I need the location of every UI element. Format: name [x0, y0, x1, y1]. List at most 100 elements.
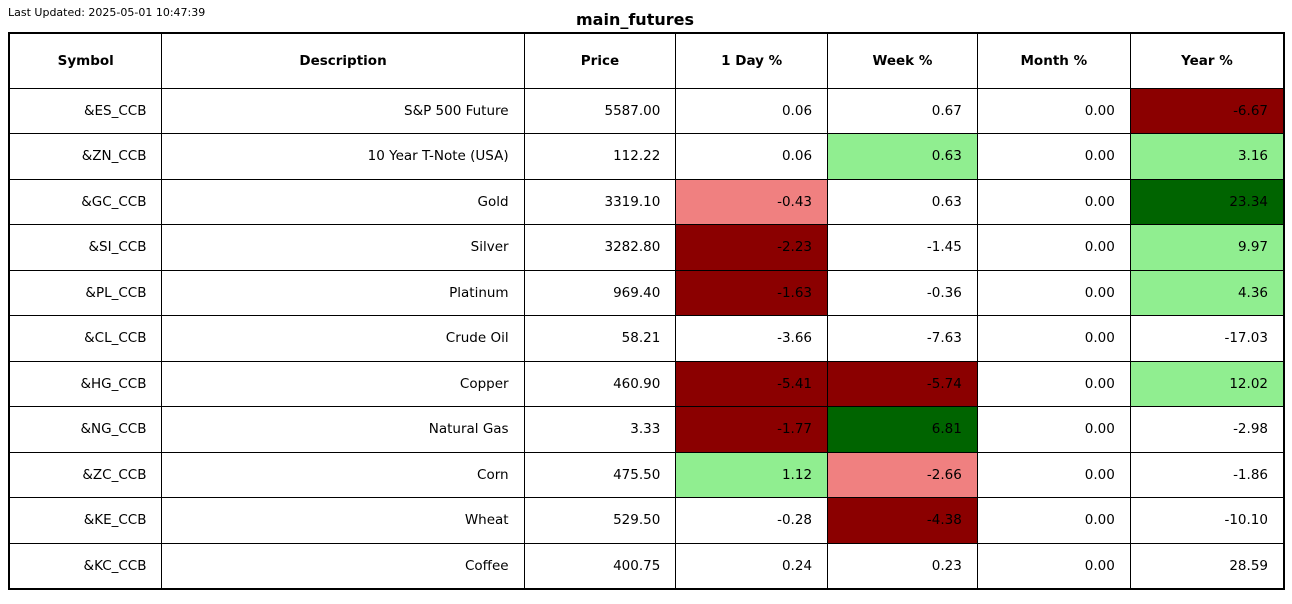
cell-description: Silver: [161, 224, 525, 271]
cell-month-pct: 0.00: [976, 360, 1131, 407]
table-row: &ZC_CCB Corn 475.50 1.12 -2.66 0.00 -1.8…: [8, 451, 1285, 498]
cell-week-pct: 0.67: [827, 87, 978, 134]
cell-description: Gold: [161, 178, 525, 225]
table-row: &GC_CCB Gold 3319.10 -0.43 0.63 0.00 23.…: [8, 178, 1285, 225]
cell-description: Crude Oil: [161, 315, 525, 362]
cell-month-pct: 0.00: [976, 497, 1131, 544]
table-body: &ES_CCB S&P 500 Future 5587.00 0.06 0.67…: [8, 87, 1285, 589]
futures-table: Symbol Description Price 1 Day % Week % …: [8, 32, 1285, 590]
cell-year-pct: -1.86: [1129, 451, 1285, 498]
col-header-description: Description: [161, 32, 525, 89]
cell-symbol: &ES_CCB: [8, 87, 163, 134]
cell-price: 3.33: [523, 406, 677, 453]
col-header-year-pct: Year %: [1129, 32, 1285, 89]
page-title: main_futures: [576, 10, 694, 29]
cell-year-pct: 3.16: [1129, 133, 1285, 180]
cell-month-pct: 0.00: [976, 224, 1131, 271]
cell-price: 400.75: [523, 542, 677, 589]
cell-1day-pct: 0.06: [675, 87, 829, 134]
last-updated-timestamp: Last Updated: 2025-05-01 10:47:39: [8, 6, 206, 19]
cell-month-pct: 0.00: [976, 178, 1131, 225]
cell-year-pct: 4.36: [1129, 269, 1285, 316]
cell-symbol: &CL_CCB: [8, 315, 163, 362]
cell-price: 969.40: [523, 269, 677, 316]
cell-description: S&P 500 Future: [161, 87, 525, 134]
cell-description: Wheat: [161, 497, 525, 544]
cell-month-pct: 0.00: [976, 87, 1131, 134]
cell-price: 3319.10: [523, 178, 677, 225]
cell-week-pct: -5.74: [827, 360, 978, 407]
col-header-symbol: Symbol: [8, 32, 163, 89]
cell-price: 58.21: [523, 315, 677, 362]
cell-price: 529.50: [523, 497, 677, 544]
futures-table-container: Symbol Description Price 1 Day % Week % …: [8, 32, 1285, 590]
col-header-1day-pct: 1 Day %: [675, 32, 829, 89]
cell-week-pct: -1.45: [827, 224, 978, 271]
figure-header: Last Updated: 2025-05-01 10:47:39 main_f…: [0, 0, 1292, 32]
cell-description: Corn: [161, 451, 525, 498]
cell-week-pct: -0.36: [827, 269, 978, 316]
cell-week-pct: 0.63: [827, 178, 978, 225]
cell-symbol: &KE_CCB: [8, 497, 163, 544]
cell-price: 3282.80: [523, 224, 677, 271]
cell-1day-pct: -5.41: [675, 360, 829, 407]
table-row: &ZN_CCB 10 Year T-Note (USA) 112.22 0.06…: [8, 133, 1285, 180]
cell-1day-pct: -1.63: [675, 269, 829, 316]
col-header-week-pct: Week %: [827, 32, 978, 89]
header-row: Symbol Description Price 1 Day % Week % …: [8, 32, 1285, 89]
cell-price: 475.50: [523, 451, 677, 498]
cell-year-pct: 9.97: [1129, 224, 1285, 271]
cell-symbol: &ZN_CCB: [8, 133, 163, 180]
cell-1day-pct: -0.43: [675, 178, 829, 225]
cell-month-pct: 0.00: [976, 451, 1131, 498]
cell-1day-pct: 0.24: [675, 542, 829, 589]
cell-symbol: &KC_CCB: [8, 542, 163, 589]
cell-price: 460.90: [523, 360, 677, 407]
cell-1day-pct: 0.06: [675, 133, 829, 180]
cell-year-pct: -10.10: [1129, 497, 1285, 544]
cell-1day-pct: -0.28: [675, 497, 829, 544]
cell-week-pct: 0.63: [827, 133, 978, 180]
cell-price: 112.22: [523, 133, 677, 180]
table-row: &NG_CCB Natural Gas 3.33 -1.77 6.81 0.00…: [8, 406, 1285, 453]
cell-month-pct: 0.00: [976, 542, 1131, 589]
table-row: &SI_CCB Silver 3282.80 -2.23 -1.45 0.00 …: [8, 224, 1285, 271]
table-row: &PL_CCB Platinum 969.40 -1.63 -0.36 0.00…: [8, 269, 1285, 316]
col-header-price: Price: [523, 32, 677, 89]
cell-description: Natural Gas: [161, 406, 525, 453]
table-row: &ES_CCB S&P 500 Future 5587.00 0.06 0.67…: [8, 87, 1285, 134]
cell-1day-pct: -2.23: [675, 224, 829, 271]
col-header-month-pct: Month %: [976, 32, 1131, 89]
cell-year-pct: -17.03: [1129, 315, 1285, 362]
cell-description: Platinum: [161, 269, 525, 316]
cell-week-pct: 0.23: [827, 542, 978, 589]
cell-month-pct: 0.00: [976, 406, 1131, 453]
cell-description: 10 Year T-Note (USA): [161, 133, 525, 180]
cell-symbol: &GC_CCB: [8, 178, 163, 225]
table-row: &KE_CCB Wheat 529.50 -0.28 -4.38 0.00 -1…: [8, 497, 1285, 544]
cell-symbol: &ZC_CCB: [8, 451, 163, 498]
cell-symbol: &HG_CCB: [8, 360, 163, 407]
cell-week-pct: -7.63: [827, 315, 978, 362]
cell-price: 5587.00: [523, 87, 677, 134]
cell-year-pct: -2.98: [1129, 406, 1285, 453]
cell-week-pct: 6.81: [827, 406, 978, 453]
cell-month-pct: 0.00: [976, 269, 1131, 316]
cell-1day-pct: 1.12: [675, 451, 829, 498]
cell-year-pct: 12.02: [1129, 360, 1285, 407]
cell-month-pct: 0.00: [976, 133, 1131, 180]
table-row: &HG_CCB Copper 460.90 -5.41 -5.74 0.00 1…: [8, 360, 1285, 407]
table-row: &KC_CCB Coffee 400.75 0.24 0.23 0.00 28.…: [8, 542, 1285, 589]
cell-symbol: &NG_CCB: [8, 406, 163, 453]
cell-1day-pct: -1.77: [675, 406, 829, 453]
cell-year-pct: 23.34: [1129, 178, 1285, 225]
cell-1day-pct: -3.66: [675, 315, 829, 362]
cell-symbol: &SI_CCB: [8, 224, 163, 271]
cell-symbol: &PL_CCB: [8, 269, 163, 316]
cell-description: Coffee: [161, 542, 525, 589]
table-row: &CL_CCB Crude Oil 58.21 -3.66 -7.63 0.00…: [8, 315, 1285, 362]
cell-week-pct: -4.38: [827, 497, 978, 544]
cell-year-pct: -6.67: [1129, 87, 1285, 134]
cell-description: Copper: [161, 360, 525, 407]
cell-year-pct: 28.59: [1129, 542, 1285, 589]
